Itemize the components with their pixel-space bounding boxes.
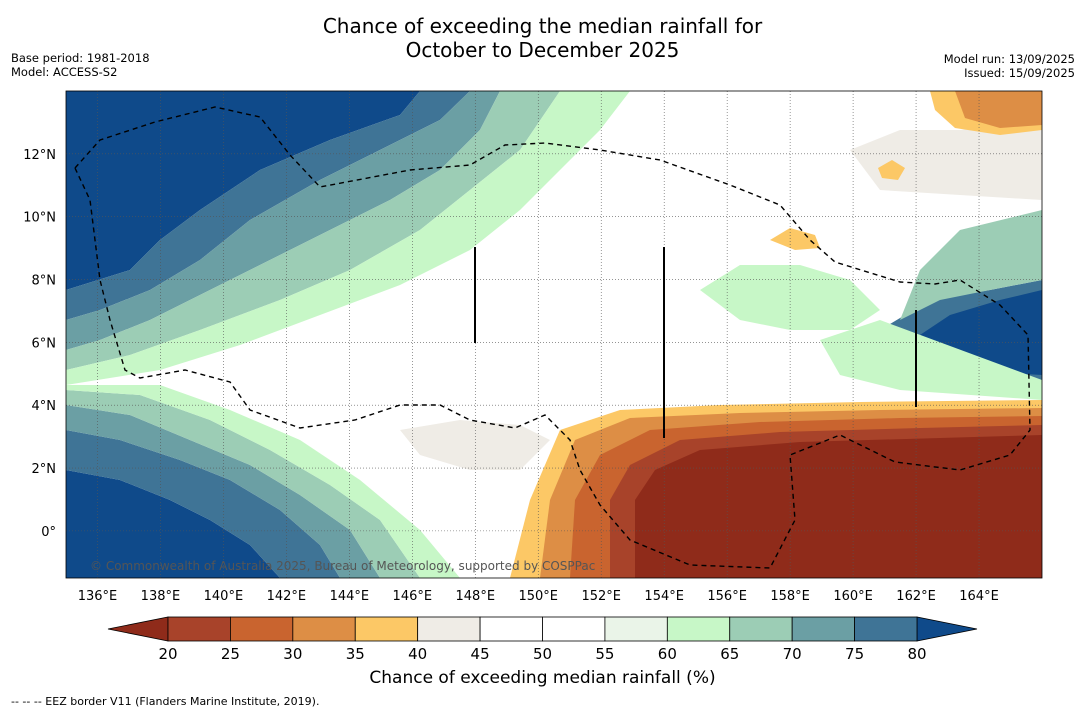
gridlines xyxy=(66,91,1042,578)
eez-footnote: -- -- -- EEZ border V11 (Flanders Marine… xyxy=(11,695,320,708)
colorbar-title: Chance of exceeding median rainfall (%) xyxy=(369,668,716,688)
title-line-1: Chance of exceeding the median rainfall … xyxy=(322,14,763,38)
issued-date: Issued: 15/09/2025 xyxy=(964,66,1075,80)
model-name: Model: ACCESS-S2 xyxy=(11,65,118,79)
colorbar-tick-label: 40 xyxy=(408,645,427,663)
colorbar-segment xyxy=(666,616,731,642)
lon-tick-label: 142°E xyxy=(267,589,307,604)
eez-border-line xyxy=(74,106,1031,569)
lon-tick-label: 154°E xyxy=(644,589,684,604)
lat-tick-label: 2°N xyxy=(32,462,57,477)
contour-region-30-35-northeast xyxy=(955,91,1042,128)
lon-tick-label: 152°E xyxy=(581,589,621,604)
rainfall-contours xyxy=(66,91,1042,578)
contour-region-60-65-east xyxy=(820,320,1042,400)
lon-tick-label: 160°E xyxy=(833,589,873,604)
colorbar-tick-label: 70 xyxy=(783,645,802,663)
colorbar-over-extension xyxy=(916,616,978,642)
contour-region-over-80-west xyxy=(66,91,420,290)
colorbar-segment xyxy=(417,616,481,642)
contour-region-60-65-south xyxy=(66,385,460,578)
longitude-axis: 136°E 138°E 140°E 142°E 144°E 146°E 148°E 150°E… xyxy=(78,589,999,604)
map-frame xyxy=(65,90,1043,579)
colorbar-under-extension xyxy=(107,616,169,642)
colorbar-segment xyxy=(729,616,793,642)
eez-borders xyxy=(74,106,1031,569)
contour-region-65-70 xyxy=(66,91,560,370)
metadata-left: Base period: 1981-2018 Model: ACCESS-S2 xyxy=(11,51,150,79)
colorbar-segment xyxy=(479,616,543,642)
colorbar: 20 25 30 35 40 45 50 55 60 65 70 75 80 xyxy=(107,616,978,663)
contour-region-under-20 xyxy=(635,435,1042,578)
contour-region-35-40-tiny xyxy=(878,160,905,180)
lon-tick-label: 136°E xyxy=(78,589,118,604)
contour-region-60-65 xyxy=(66,91,630,385)
lon-tick-label: 148°E xyxy=(456,589,496,604)
contour-region-65-70-east xyxy=(900,210,1042,320)
lat-tick-label: 6°N xyxy=(32,336,57,351)
lon-tick-label: 138°E xyxy=(141,589,181,604)
colorbar-segment xyxy=(167,616,231,642)
copyright-notice: © Commonwealth of Australia 2025, Bureau… xyxy=(90,559,595,573)
colorbar-segment xyxy=(791,616,855,642)
map-title: Chance of exceeding the median rainfall … xyxy=(0,14,1085,62)
lat-tick-label: 8°N xyxy=(32,274,57,289)
colorbar-tick-label: 50 xyxy=(533,645,552,663)
colorbar-segment xyxy=(230,616,294,642)
lat-tick-label: 12°N xyxy=(23,148,56,163)
lon-tick-label: 162°E xyxy=(896,589,936,604)
lat-tick-label: 0° xyxy=(41,525,56,540)
contour-region-60-65-central xyxy=(700,265,880,330)
colorbar-tick-label: 65 xyxy=(720,645,739,663)
contour-region-70-75-west xyxy=(66,91,500,350)
colorbar-tick-label: 75 xyxy=(845,645,864,663)
lon-tick-label: 144°E xyxy=(330,589,370,604)
colorbar-segment xyxy=(354,616,419,642)
colorbar-tick-label: 20 xyxy=(158,645,177,663)
contour-region-75-80-southwest xyxy=(66,430,340,578)
colorbar-tick-label: 35 xyxy=(346,645,365,663)
lon-tick-label: 146°E xyxy=(393,589,433,604)
colorbar-segment xyxy=(854,616,918,642)
lon-tick-label: 164°E xyxy=(959,589,999,604)
lon-tick-label: 140°E xyxy=(204,589,244,604)
colorbar-segment xyxy=(542,616,606,642)
lat-tick-label: 10°N xyxy=(23,211,56,226)
colorbar-tick-label: 60 xyxy=(658,645,677,663)
model-run: Model run: 13/09/2025 xyxy=(943,52,1075,66)
contour-region-75-80-west xyxy=(66,91,470,320)
station-lines xyxy=(474,247,917,438)
metadata-right: Model run: 13/09/2025 Issued: 15/09/2025 xyxy=(944,52,1075,80)
title-line-2: October to December 2025 xyxy=(405,38,680,62)
contour-region-35-40-small xyxy=(770,228,820,250)
lat-tick-label: 4°N xyxy=(32,399,57,414)
contour-region-65-70-south xyxy=(66,390,420,578)
map-panel: © Commonwealth of Australia 2025, Bureau… xyxy=(65,90,1043,579)
colorbar-tick-label: 55 xyxy=(595,645,614,663)
colorbar-tick-label: 80 xyxy=(907,645,926,663)
contour-region-over-80-southwest xyxy=(66,470,280,578)
colorbar-tick-label: 45 xyxy=(471,645,490,663)
lon-tick-label: 150°E xyxy=(518,589,558,604)
colorbar-tick-label: 25 xyxy=(221,645,240,663)
contour-region-70-75-southwest xyxy=(66,405,380,578)
base-period: Base period: 1981-2018 xyxy=(11,51,150,65)
colorbar-segment xyxy=(292,616,356,642)
colorbar-segment xyxy=(604,616,668,642)
lon-tick-label: 158°E xyxy=(770,589,810,604)
latitude-axis: 12°N 10°N 8°N 6°N 4°N 2°N 0° xyxy=(23,148,56,540)
colorbar-tick-label: 30 xyxy=(283,645,302,663)
lon-tick-label: 156°E xyxy=(707,589,747,604)
